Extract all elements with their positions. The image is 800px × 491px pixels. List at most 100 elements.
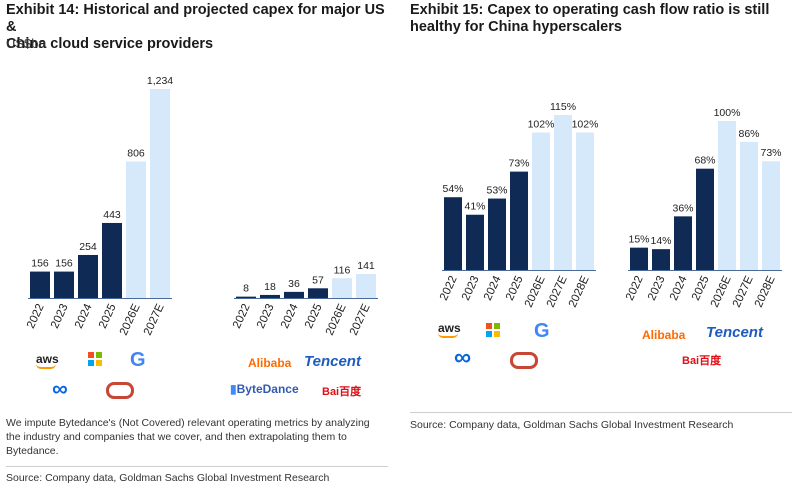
divider [410, 412, 792, 413]
data-label: 36 [288, 278, 300, 290]
data-label: 73% [760, 147, 781, 159]
bar [332, 278, 352, 298]
data-label: 15% [628, 234, 649, 246]
x-tick-label: 2028E [567, 274, 592, 310]
alibaba-logo: Alibaba [642, 328, 686, 342]
bar [30, 271, 50, 298]
bar [356, 274, 376, 298]
oracle-icon [106, 382, 134, 399]
bar [78, 254, 98, 298]
aws-logo: aws [36, 352, 59, 369]
x-tick-label: 2022 [438, 274, 460, 302]
x-tick-label: 2027E [348, 302, 373, 338]
x-tick-label: 2026E [118, 302, 143, 338]
x-tick-label: 2023 [646, 274, 668, 302]
bar [102, 222, 122, 298]
bar [488, 198, 506, 270]
baidu-logo: Bai百度 [682, 355, 722, 367]
data-label: 102% [528, 119, 555, 131]
data-label: 57 [312, 274, 324, 286]
x-tick-label: 2025 [97, 302, 119, 330]
bar [630, 247, 648, 270]
tencent-logo: Tencent [304, 353, 361, 370]
x-tick-label: 2025 [690, 274, 712, 302]
exhibit-14-note: We impute Bytedance's (Not Covered) rele… [6, 417, 370, 457]
exhibit-14-title: Exhibit 14: Historical and projected cap… [6, 2, 385, 52]
x-tick-label: 2026E [324, 302, 349, 338]
exhibit-15: Exhibit 15: Capex to operating cash flow… [410, 0, 794, 491]
bar [740, 141, 758, 270]
x-tick-label: 2022 [231, 302, 253, 330]
data-label: 53% [486, 185, 507, 197]
x-tick-label: 2027E [142, 302, 167, 338]
bar [696, 168, 714, 270]
bar [308, 288, 328, 298]
bar [554, 115, 572, 270]
oracle-icon [510, 352, 538, 369]
bar [762, 161, 780, 270]
x-tick-label: 2022 [25, 302, 47, 330]
bar [444, 197, 462, 270]
microsoft-icon [486, 323, 500, 337]
microsoft-icon [88, 352, 102, 366]
x-tick-label: 2028E [753, 274, 778, 310]
x-tick-label: 2024 [482, 274, 504, 303]
data-label: 115% [550, 101, 576, 113]
data-label: 806 [127, 147, 145, 159]
tencent-logo: Tencent [706, 324, 763, 341]
data-label: 8 [243, 283, 249, 295]
bar [236, 296, 256, 298]
bar [576, 132, 594, 270]
bar [466, 214, 484, 270]
x-tick-label: 2025 [504, 274, 526, 302]
data-label: 100% [714, 107, 741, 119]
x-tick-label: 2023 [255, 302, 277, 330]
x-tick-label: 2023 [49, 302, 71, 330]
data-label: 41% [464, 201, 485, 213]
meta-icon: ∞ [454, 344, 472, 371]
alibaba-logo: Alibaba [248, 356, 292, 370]
bar [718, 121, 736, 270]
x-tick-label: 2025 [303, 302, 325, 330]
bar [126, 161, 146, 298]
unit-label: US$bn [6, 36, 46, 51]
data-label: 18 [264, 281, 276, 293]
bar [674, 216, 692, 270]
data-label: 443 [103, 209, 121, 221]
data-label: 36% [672, 202, 693, 214]
x-tick-label: 2023 [460, 274, 482, 302]
exhibit-15-title: Exhibit 15: Capex to operating cash flow… [410, 2, 770, 35]
data-label: 86% [738, 128, 759, 140]
data-label: 14% [650, 235, 671, 247]
data-label: 156 [31, 258, 49, 270]
bar [532, 132, 550, 270]
exhibit-14: Exhibit 14: Historical and projected cap… [6, 0, 390, 491]
bytedance-logo: ▮ByteDance [230, 382, 299, 396]
bar [510, 171, 528, 270]
bar [652, 249, 670, 270]
google-icon: G [534, 320, 550, 342]
data-label: 116 [334, 264, 351, 276]
meta-icon: ∞ [52, 376, 68, 401]
data-label: 54% [442, 183, 463, 195]
x-tick-label: 2024 [668, 274, 690, 303]
x-tick-label: 2022 [624, 274, 646, 302]
source-note: Source: Company data, Goldman Sachs Glob… [410, 419, 734, 431]
bar [284, 291, 304, 298]
data-label: 73% [508, 158, 529, 170]
baidu-logo: Bai百度 [322, 386, 362, 398]
data-label: 68% [694, 155, 715, 167]
data-label: 156 [55, 258, 73, 270]
data-label: 254 [79, 241, 97, 253]
aws-logo: aws [438, 321, 461, 338]
data-label: 102% [572, 119, 599, 131]
data-label: 1,234 [147, 75, 173, 87]
bar [150, 89, 170, 298]
source-note: Source: Company data, Goldman Sachs Glob… [6, 472, 330, 484]
bar [54, 271, 74, 298]
bar [260, 294, 280, 298]
data-label: 141 [357, 260, 375, 272]
divider [6, 466, 388, 467]
google-icon: G [130, 349, 146, 371]
